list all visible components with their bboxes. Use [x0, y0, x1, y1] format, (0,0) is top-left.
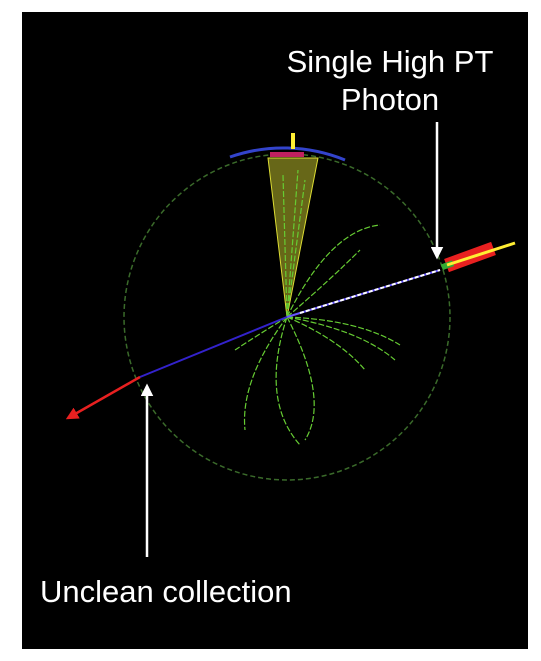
annotation-line: Unclean collection	[40, 574, 292, 609]
jet-tower	[291, 133, 295, 149]
page: Single High PT Photon Unclean collection…	[0, 0, 541, 661]
background	[22, 12, 528, 649]
event-display: Single High PT Photon Unclean collection	[0, 0, 541, 661]
calo-deposit	[270, 152, 304, 157]
annotation-line: Single High PT	[287, 44, 494, 79]
annotation-line: Photon	[341, 82, 439, 117]
